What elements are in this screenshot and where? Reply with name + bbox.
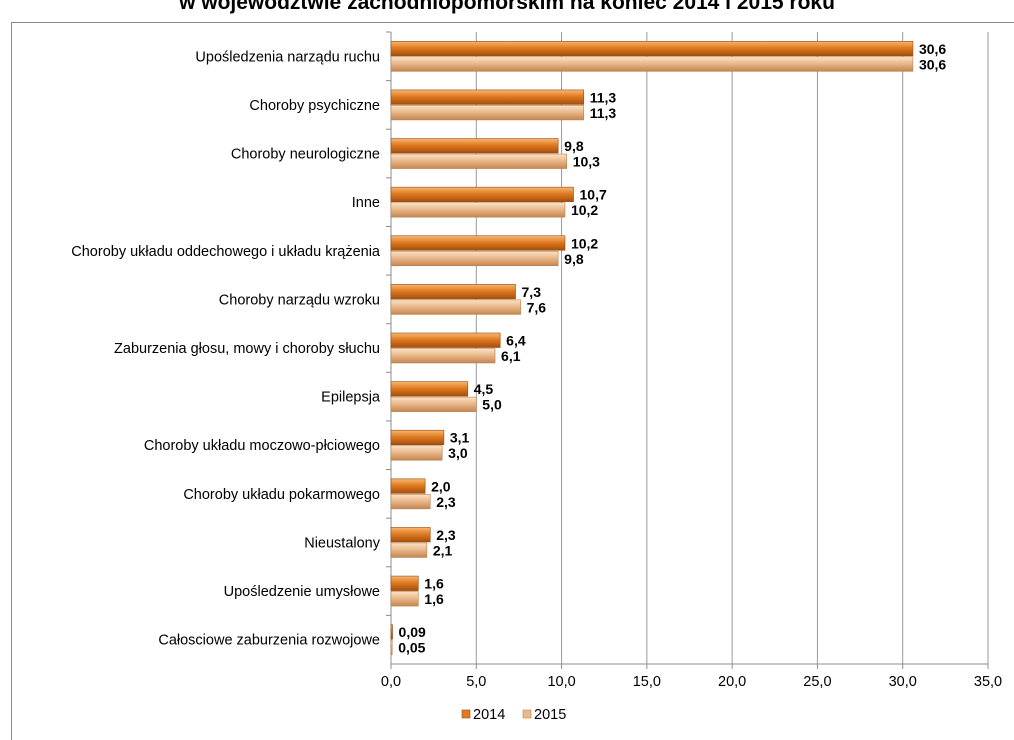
bar-2015 [390,494,431,510]
value-label-2014: 7,3 [522,284,542,300]
value-label-2014: 10,7 [580,187,607,203]
bar-2014 [390,186,574,202]
value-label-2015: 2,1 [433,542,453,558]
category-label: Choroby układu pokarmowego [183,487,380,503]
bar-2015 [390,299,521,315]
value-label-2014: 3,1 [450,430,470,446]
value-label-2015: 1,6 [424,591,444,607]
category-label: Choroby układu oddechowego i układu krąż… [71,244,381,260]
value-label-2014: 9,8 [564,138,584,154]
bar-2014 [390,89,585,105]
bar-2015 [390,56,914,72]
x-tick-label: 15,0 [633,674,661,690]
value-label-2014: 0,09 [399,624,426,640]
bar-2014 [390,624,393,640]
bar-2014 [390,41,914,57]
category-label: Zaburzenia głosu, mowy i choroby słuchu [114,341,380,357]
chart-frame [11,22,1014,740]
category-label: Choroby układu moczowo-płciowego [144,438,380,454]
bar-2014 [390,429,445,446]
category-label: Choroby narządu wzroku [219,292,380,308]
value-label-2014: 11,3 [590,89,617,105]
x-tick-label: 35,0 [974,674,1002,690]
value-label-2015: 3,0 [448,445,468,461]
value-label-2015: 6,1 [501,348,521,364]
value-label-2015: 10,3 [573,154,600,170]
bar-2015 [390,153,567,169]
value-label-2015: 9,8 [564,251,584,267]
bar-2014 [390,478,426,494]
chart-title: w województwie zachodniopomorskim na kon… [179,0,835,14]
x-tick-label: 5,0 [466,674,486,690]
x-tick-label: 25,0 [803,674,831,690]
x-tick-label: 0,0 [381,674,401,690]
value-label-2014: 10,2 [571,235,598,251]
value-label-2014: 6,4 [506,333,526,349]
bar-2015 [390,591,419,607]
bar-2015 [390,202,566,218]
value-label-2014: 4,5 [474,381,494,397]
x-tick-label: 20,0 [718,674,746,690]
category-label: Upośledzenie umysłowe [224,584,380,600]
bar-2014 [390,138,559,154]
bar-2014 [390,381,469,397]
legend-label: 2015 [534,707,566,723]
category-label: Choroby psychiczne [249,98,380,114]
bar-2015 [390,396,477,412]
value-label-2015: 0,05 [398,640,425,656]
bar-2014 [390,527,431,543]
value-label-2014: 30,6 [919,41,946,57]
value-label-2014: 2,0 [431,478,451,494]
value-label-2014: 1,6 [424,576,444,592]
bar-2015 [390,542,428,558]
category-label: Nieustalony [304,535,381,551]
legend-swatch [522,709,532,719]
x-tick-label: 10,0 [547,674,575,690]
x-tick-label: 30,0 [889,674,917,690]
category-label: Całosciowe zaburzenia rozwojowe [158,633,380,649]
bar-2014 [390,284,516,300]
category-label: Upośledzenia narządu ruchu [195,49,380,65]
bar-2014 [390,235,566,251]
bar-2014 [390,575,419,591]
value-label-2015: 10,2 [571,202,598,218]
legend-label: 2014 [473,707,505,723]
value-label-2015: 7,6 [527,299,547,315]
bar-2015 [390,250,559,267]
bar-2015 [390,445,443,461]
category-label: Epilepsja [321,390,381,406]
value-label-2014: 2,3 [436,527,456,543]
category-label: Choroby neurologiczne [231,147,380,163]
bar-2015 [390,348,496,364]
value-label-2015: 2,3 [436,494,456,510]
bar-2015 [390,639,393,655]
value-label-2015: 30,6 [919,56,946,72]
category-label: Inne [352,195,380,211]
bar-2015 [390,105,585,121]
bar-2014 [390,332,501,348]
value-label-2015: 11,3 [590,105,617,121]
value-label-2015: 5,0 [482,397,502,413]
legend-swatch [461,709,471,719]
